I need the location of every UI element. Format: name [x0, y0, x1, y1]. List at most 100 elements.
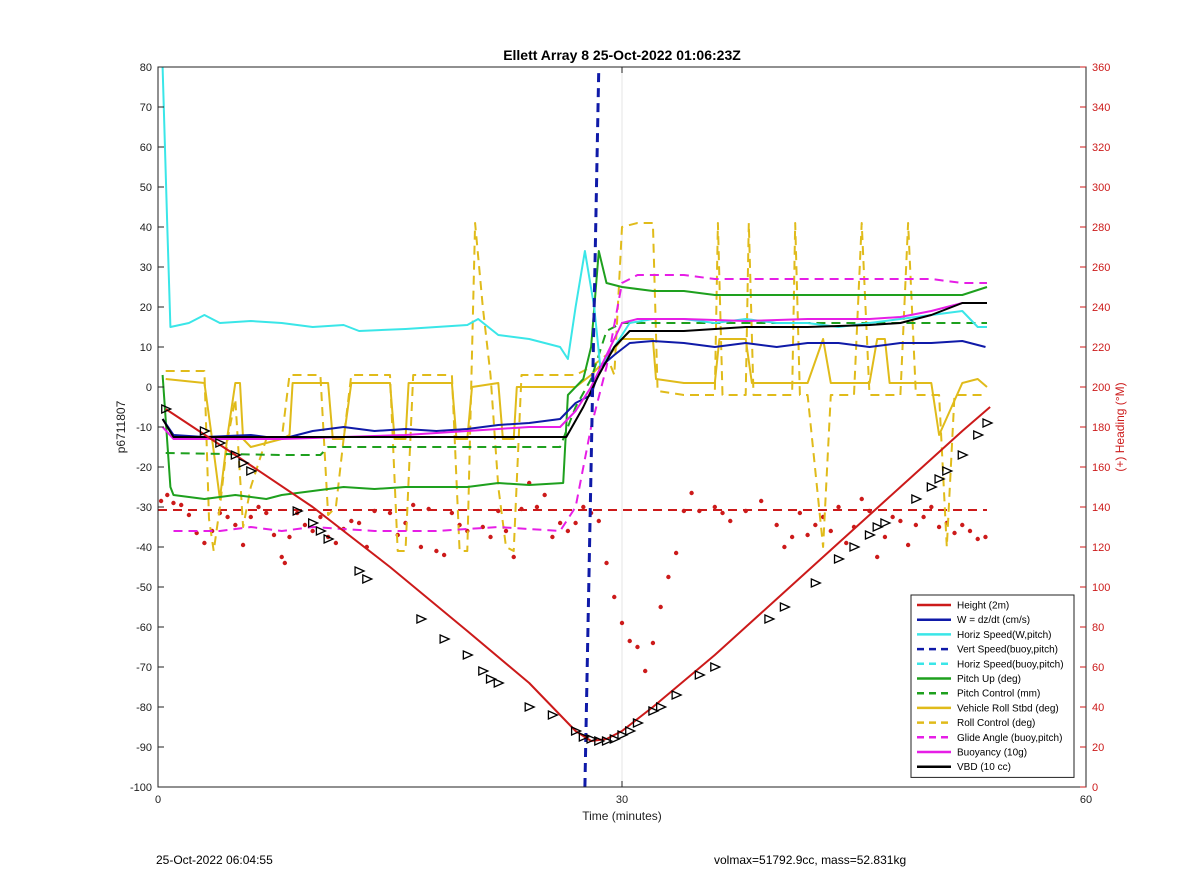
height-marker [323, 533, 335, 545]
y-tick-label: -80 [136, 702, 152, 714]
y-tick-label: 80 [140, 62, 152, 74]
heading-point [913, 522, 919, 528]
y-tick-label: 40 [140, 222, 152, 234]
heading-point [882, 534, 888, 540]
heading-point [248, 514, 253, 520]
heading-point [789, 534, 795, 540]
heading-point [952, 530, 957, 536]
heading-point [418, 544, 424, 550]
height-marker [942, 465, 954, 477]
height-marker [982, 417, 994, 429]
heading-point [805, 532, 810, 538]
series-line-11 [161, 302, 987, 438]
y-tick-label: 0 [146, 382, 152, 394]
y2-tick-label: 20 [1092, 742, 1104, 754]
x-tick-label: 30 [616, 794, 628, 806]
heading-point [673, 550, 679, 556]
heading-point [441, 552, 447, 558]
legend-label: Vert Speed(buoy,pitch) [957, 645, 1058, 656]
heading-point [271, 532, 277, 538]
y2-tick-label: 360 [1092, 62, 1110, 74]
height-marker [578, 731, 590, 743]
y-tick-label: 50 [140, 182, 152, 194]
heading-point [859, 496, 864, 502]
heading-point [666, 574, 671, 580]
height-marker [625, 725, 637, 737]
height-marker [656, 701, 668, 713]
heading-point [202, 540, 207, 546]
heading-point [557, 520, 563, 526]
heading-point [689, 490, 694, 496]
height-marker [462, 649, 474, 661]
height-marker [315, 525, 328, 537]
chart-title: Ellett Array 8 25-Oct-2022 01:06:23Z [503, 47, 741, 63]
x-tick-label: 0 [155, 794, 161, 806]
y2-tick-label: 80 [1092, 622, 1104, 634]
heading-point [898, 518, 903, 524]
axis-ticks: 0 30 60-100-90-80-70-60-50-40-30-20-100102… [130, 62, 1110, 806]
y-tick-label: -30 [136, 502, 152, 514]
y2-tick-label: 320 [1092, 142, 1110, 154]
heading-point [186, 512, 192, 518]
legend-label: Buoyancy (10g) [957, 748, 1027, 759]
height-marker [493, 677, 505, 689]
y2-tick-label: 340 [1092, 102, 1110, 114]
height-marker [864, 529, 877, 541]
heading-point [836, 504, 841, 510]
heading-point [550, 534, 555, 540]
y2-tick-label: 260 [1092, 262, 1110, 274]
heading-point [158, 498, 164, 504]
y2-tick-label: 200 [1092, 382, 1110, 394]
height-marker [810, 577, 822, 589]
height-marker [671, 689, 683, 701]
y2-tick-label: 180 [1092, 422, 1110, 434]
heading-point [349, 518, 354, 524]
x-tick-label: 60 [1080, 794, 1092, 806]
height-marker [308, 517, 320, 529]
heading-point [650, 640, 656, 646]
height-marker [632, 717, 645, 729]
legend-label: Glide Angle (buoy,pitch) [957, 733, 1062, 744]
height-marker [238, 457, 250, 469]
heading-point [782, 544, 787, 550]
y-tick-label: 30 [140, 262, 152, 274]
y2-tick-label: 60 [1092, 662, 1104, 674]
heading-point [619, 620, 625, 626]
heading-point [165, 492, 170, 498]
heading-point [759, 498, 764, 504]
heading-point [921, 514, 926, 520]
heading-point [635, 644, 640, 650]
heading-point [813, 522, 818, 528]
heading-point [960, 522, 965, 528]
height-marker [934, 473, 946, 485]
heading-point [411, 502, 416, 508]
height-marker [648, 705, 660, 717]
height-marker [594, 735, 606, 747]
y-tick-label: -70 [136, 662, 152, 674]
y-tick-label: -40 [136, 542, 152, 554]
height-marker [161, 403, 173, 415]
legend-label: Pitch Up (deg) [957, 674, 1021, 685]
height-marker [911, 493, 923, 505]
heading-point [256, 504, 261, 510]
height-marker [199, 425, 212, 437]
height-marker [880, 517, 892, 529]
y-tick-label: -60 [136, 622, 152, 634]
legend-label: Height (2m) [957, 601, 1009, 612]
height-marker [362, 573, 374, 585]
height-marker [926, 481, 938, 493]
heading-point [604, 560, 609, 566]
heading-point [496, 508, 501, 514]
heading-point [264, 510, 269, 516]
height-marker [957, 449, 969, 461]
y2-tick-label: 120 [1092, 542, 1110, 554]
heading-point [534, 504, 540, 510]
legend-label: W = dz/dt (cm/s) [957, 615, 1030, 626]
height-marker [872, 521, 884, 533]
y2-tick-label: 220 [1092, 342, 1110, 354]
heading-point [774, 522, 779, 528]
height-marker [764, 613, 776, 625]
x-axis-label: Time (minutes) [582, 809, 662, 823]
heading-point [434, 548, 439, 554]
y2-tick-label: 160 [1092, 462, 1110, 474]
